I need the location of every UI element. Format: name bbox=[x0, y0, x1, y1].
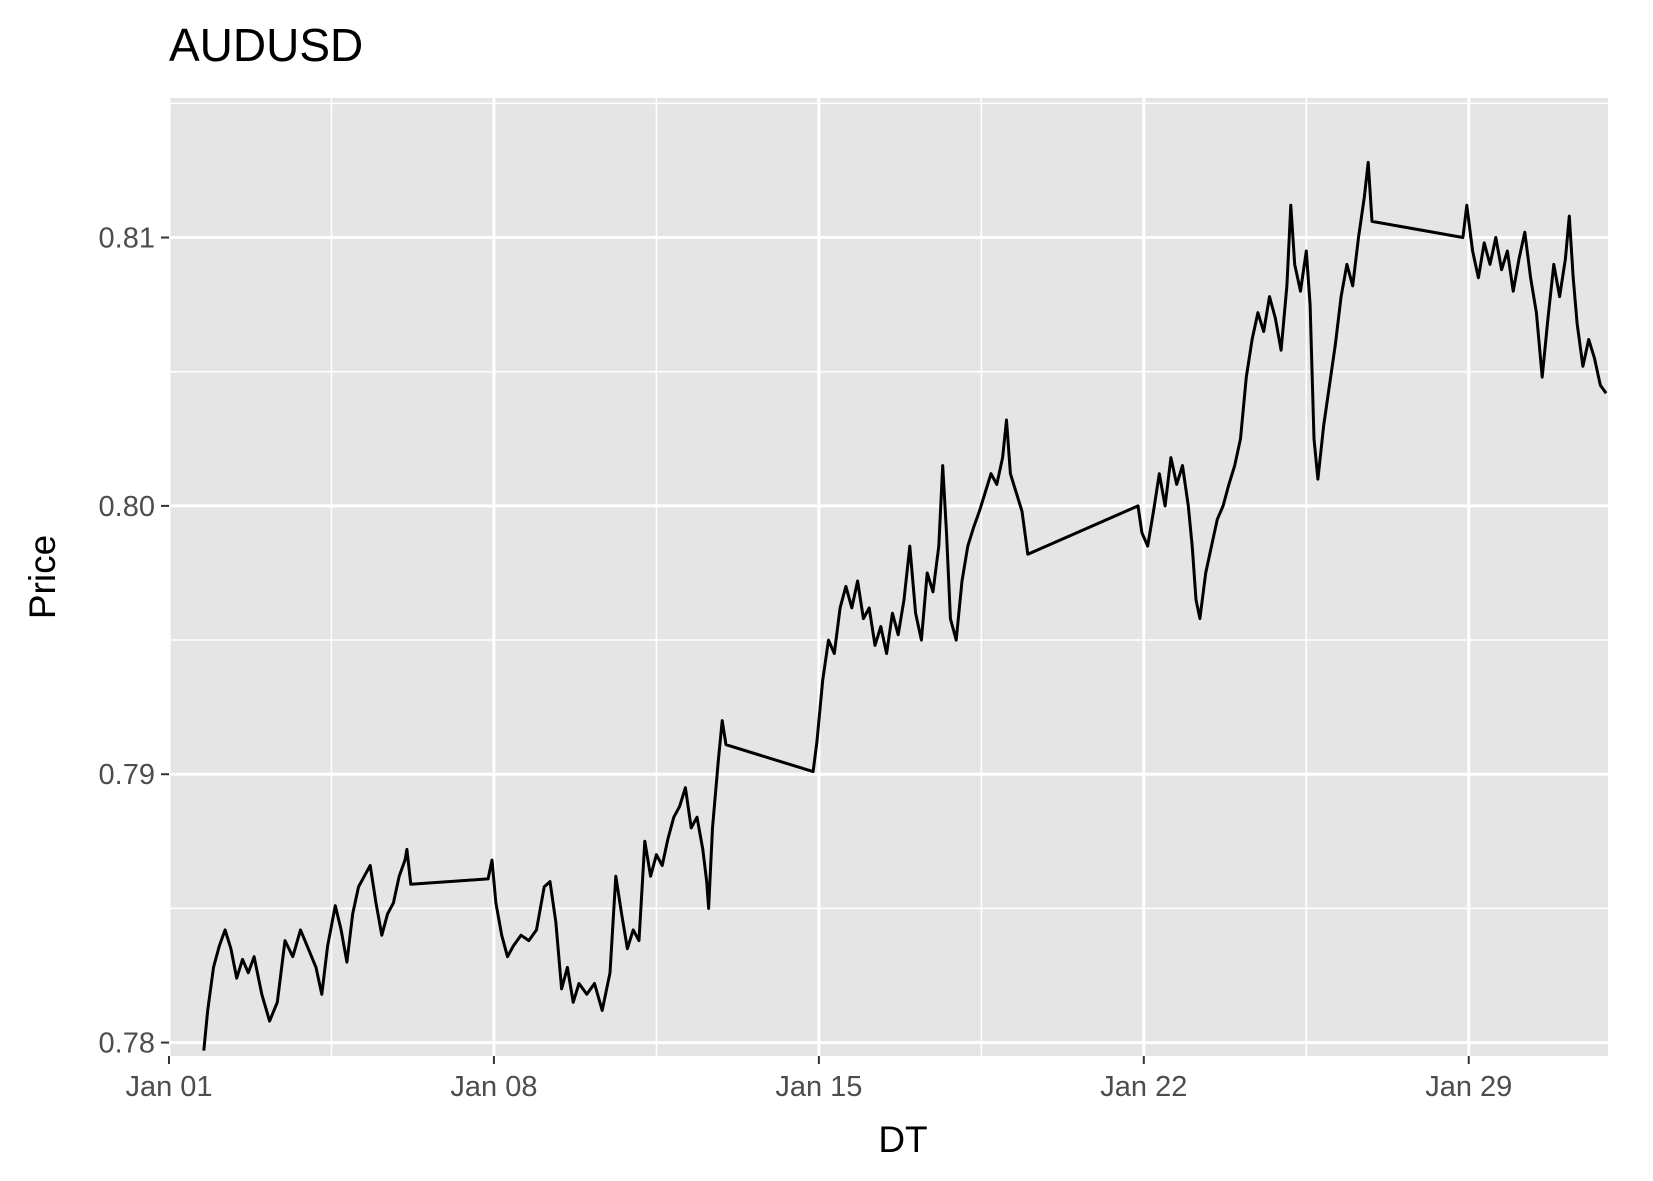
minor-gridlines bbox=[169, 98, 1608, 1056]
plot-panel bbox=[169, 98, 1608, 1056]
chart-title: AUDUSD bbox=[169, 19, 363, 71]
y-tick-label: 0.79 bbox=[99, 759, 155, 791]
x-axis: Jan 01 Jan 08 Jan 15 Jan 22 Jan 29 bbox=[125, 1056, 1512, 1103]
x-axis-title: DT bbox=[878, 1119, 927, 1160]
y-axis: 0.78 0.79 0.80 0.81 bbox=[99, 223, 169, 1060]
x-tick-label: Jan 15 bbox=[775, 1071, 862, 1103]
y-axis-title: Price bbox=[22, 535, 63, 619]
x-tick-label: Jan 22 bbox=[1100, 1071, 1187, 1103]
y-tick-label: 0.81 bbox=[99, 223, 155, 255]
x-tick-label: Jan 29 bbox=[1425, 1071, 1512, 1103]
price-series-line bbox=[202, 160, 1608, 1051]
x-tick-label: Jan 01 bbox=[125, 1071, 212, 1103]
y-tick-label: 0.80 bbox=[99, 491, 155, 523]
y-tick-label: 0.78 bbox=[99, 1028, 155, 1060]
x-tick-label: Jan 08 bbox=[450, 1071, 537, 1103]
